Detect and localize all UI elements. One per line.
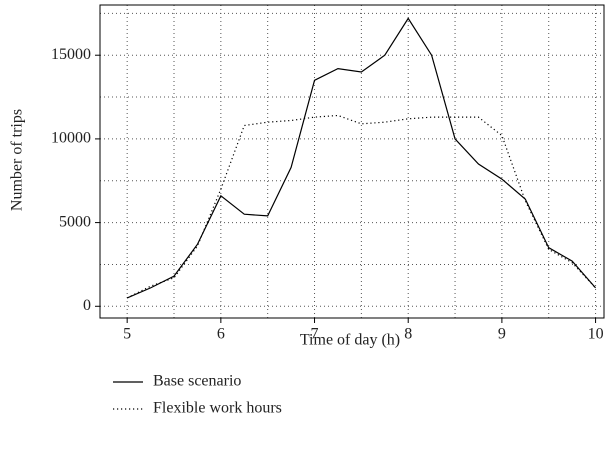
x-tick-label: 5 (123, 326, 131, 343)
y-tick-label: 10000 (51, 130, 91, 147)
x-axis-label: Time of day (h) (300, 332, 400, 349)
x-tick-label: 7 (311, 326, 319, 343)
legend-label: Base scenario (153, 373, 241, 390)
data-line (126, 114, 597, 299)
x-tick-label: 9 (498, 326, 506, 343)
legend-label: Flexible work hours (153, 400, 282, 417)
x-tick-label: 6 (217, 326, 225, 343)
y-axis-label: Number of trips (9, 109, 26, 211)
x-tick-label: 8 (404, 326, 412, 343)
y-tick-label: 5000 (59, 213, 91, 230)
x-tick-label: 10 (588, 326, 604, 343)
y-tick-label: 0 (83, 297, 91, 314)
data-line (126, 17, 597, 299)
plot-frame (99, 4, 605, 319)
y-tick-label: 15000 (51, 46, 91, 63)
